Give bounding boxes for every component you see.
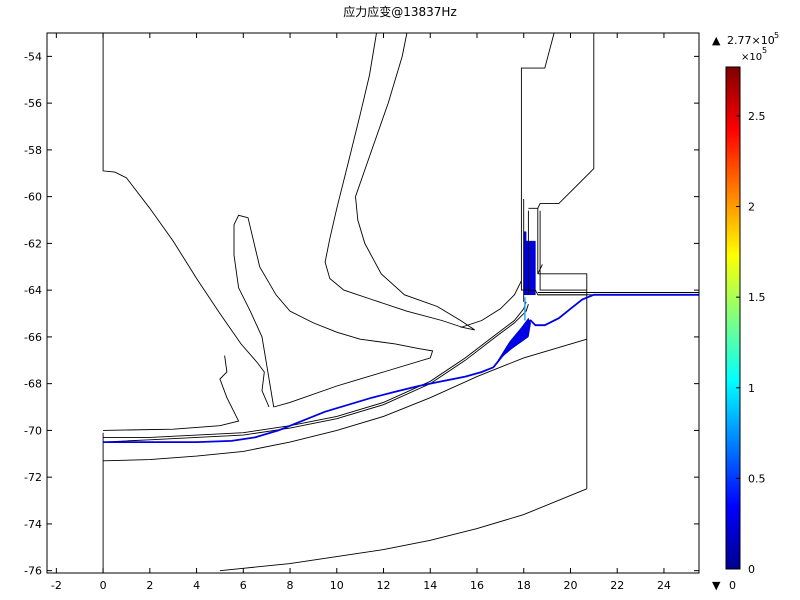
- colorbar-tick-label-2: 1: [748, 382, 755, 395]
- geometry-boundary-1: [103, 355, 240, 431]
- x-tick-label-13: 24: [657, 579, 671, 592]
- x-tick-label-4: 6: [240, 579, 247, 592]
- x-tick-label-3: 4: [193, 579, 200, 592]
- colorbar-tick-label-1: 0.5: [748, 472, 766, 485]
- y-tick-label-4: -62: [24, 237, 42, 250]
- x-tick-label-0: -2: [51, 579, 62, 592]
- geometry-boundary-3: [103, 304, 529, 443]
- geometry-boundary-5: [103, 338, 587, 462]
- colorbar-multiplier-label: ×10: [741, 52, 762, 63]
- colorbar-min-marker: ▼: [712, 579, 721, 592]
- x-tick-label-2: 2: [146, 579, 153, 592]
- colorbar-max-marker: ▲: [712, 34, 721, 47]
- geometry-boundary-15: [539, 210, 587, 291]
- colorbar: ▲ 2.77×10 5 ×10 5 0 0.5 1 1.5 2 2.5 ▼ 0: [712, 31, 779, 592]
- x-tick-label-11: 20: [563, 579, 577, 592]
- y-tick-label-1: -56: [24, 97, 42, 110]
- x-axis: -2 0 2 4 6 8 10 12 14 16 18 20 22 24: [51, 33, 671, 592]
- x-tick-label-6: 10: [330, 579, 344, 592]
- mode-shape-line-0: [103, 293, 699, 444]
- colorbar-scale: [725, 66, 741, 570]
- geometry-boundary-18: [537, 264, 543, 274]
- y-tick-label-3: -60: [24, 191, 42, 204]
- geometry-boundary-2: [103, 301, 527, 438]
- x-tick-label-7: 12: [377, 579, 391, 592]
- x-tick-label-12: 22: [610, 579, 624, 592]
- colorbar-multiplier-exponent: 5: [762, 46, 767, 55]
- y-tick-label-2: -58: [24, 144, 42, 157]
- colorbar-max-label-exponent: 5: [774, 31, 779, 40]
- x-tick-label-9: 16: [470, 579, 484, 592]
- x-tick-label-5: 8: [287, 579, 294, 592]
- y-axis: -54 -56 -58 -60 -62 -64 -66 -68 -70 -72 -74 -76: [24, 50, 699, 578]
- y-tick-label-5: -64: [24, 284, 42, 297]
- geometry-boundary-4: [233, 214, 434, 408]
- colorbar-ticks: 0 0.5 1 1.5 2 2.5: [736, 110, 766, 576]
- y-tick-label-6: -66: [24, 331, 42, 344]
- geometry-boundary-11: [520, 33, 555, 291]
- colorbar-tick-label-0: 0: [748, 563, 755, 576]
- geometry-boundary-9: [324, 33, 475, 331]
- plot-frame: [46, 32, 700, 574]
- geometry-boundary-8: [219, 488, 587, 572]
- geometry-boundary-10: [460, 280, 522, 328]
- x-tick-label-10: 18: [517, 579, 531, 592]
- deformation-region-1: [525, 240, 536, 296]
- y-tick-label-0: -54: [24, 50, 42, 63]
- geometry-boundary-16: [537, 273, 588, 291]
- y-tick-label-11: -76: [24, 565, 42, 578]
- x-tick-label-8: 14: [423, 579, 437, 592]
- colorbar-max-label: 2.77×10: [727, 34, 775, 47]
- chart-title: 应力应变@13837Hz: [343, 5, 457, 19]
- x-tick-label-1: 0: [100, 579, 107, 592]
- geometry-boundary-19: [537, 33, 595, 209]
- y-tick-label-7: -68: [24, 378, 42, 391]
- y-tick-label-8: -70: [24, 424, 42, 437]
- geometry-boundary-0: [102, 33, 270, 408]
- colorbar-min-label: 0: [729, 579, 736, 592]
- plot-area: [102, 33, 699, 573]
- colorbar-tick-label-4: 2: [748, 201, 755, 214]
- colorbar-tick-label-3: 1.5: [748, 291, 766, 304]
- y-tick-label-10: -74: [24, 518, 42, 531]
- y-tick-label-9: -72: [24, 471, 42, 484]
- colorbar-tick-label-5: 2.5: [748, 110, 766, 123]
